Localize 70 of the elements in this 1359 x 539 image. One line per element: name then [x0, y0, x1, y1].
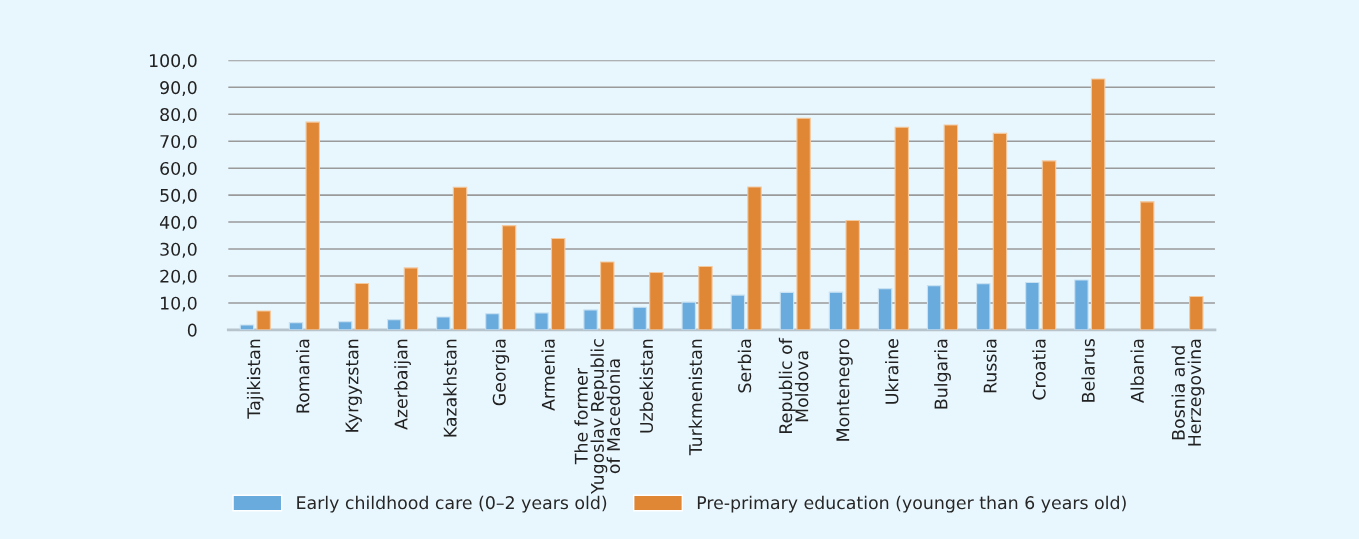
y-tick-label: 20,0 [160, 269, 197, 285]
y-tick-label: 50,0 [160, 188, 197, 204]
y-tick-label: 0 [187, 323, 197, 337]
bar [649, 271, 664, 330]
bar [1090, 78, 1106, 330]
x-tick-label: Turkmenistan [688, 339, 703, 456]
bar [305, 121, 320, 330]
bar [534, 312, 549, 330]
y-tick-label: 10,0 [161, 296, 197, 312]
bar [550, 237, 566, 330]
x-tick-label: Kyrgyzstan [345, 339, 362, 432]
x-tick-label: Republic of Moldova [778, 337, 809, 433]
bar [877, 288, 893, 330]
x-tick-label: Bosnia and Herzegovina [1171, 339, 1205, 446]
bar [730, 294, 746, 330]
bar [976, 283, 991, 330]
bar [354, 282, 370, 330]
x-tick-label: Armenia [541, 339, 555, 411]
bar [779, 291, 795, 330]
bar [501, 225, 517, 330]
bar [1189, 295, 1204, 330]
x-tick-label: Tajikistan [246, 339, 264, 419]
x-tick-label: Croatia [1032, 339, 1046, 400]
bar [796, 117, 811, 330]
x-tick-label: Uzbekistan [639, 339, 654, 433]
bar [926, 285, 942, 330]
y-tick-label: 80,0 [160, 107, 197, 123]
x-tick-label: Montenegro [836, 339, 853, 441]
x-tick-label: Russia [983, 339, 997, 393]
x-tick-label: Ukraine [885, 339, 899, 404]
bar [747, 186, 762, 330]
bar [894, 126, 910, 330]
x-tick-label: Azerbaijan [394, 339, 411, 430]
x-tick-label: Bulgaria [934, 339, 951, 409]
bar [845, 219, 860, 330]
bar [436, 316, 451, 330]
bar [239, 324, 255, 330]
bar [1025, 281, 1040, 330]
legend-label: Pre-primary education (younger than 6 years old) [697, 495, 1126, 513]
y-tick-label: 30,0 [160, 242, 197, 258]
x-tick-label: The former Yugoslav Republic of Macedonia [574, 339, 621, 494]
bar [337, 321, 353, 330]
bar [403, 267, 419, 330]
bar [632, 306, 647, 330]
y-tick-label: 100,0 [149, 54, 197, 69]
y-tick-label: 40,0 [159, 215, 197, 231]
bar [256, 310, 271, 330]
bar [1041, 160, 1057, 330]
y-tick-label: 70,0 [160, 134, 197, 150]
bar [600, 261, 615, 330]
bar [698, 265, 713, 330]
legend-label: Early childhood care (0–2 years old) [297, 495, 607, 513]
bar [1074, 279, 1089, 330]
y-tick-label: 90,0 [160, 81, 197, 96]
x-tick-label: Serbia [737, 339, 752, 393]
x-tick-label: Albania [1130, 339, 1144, 403]
x-tick-label: Romania [295, 339, 310, 413]
bar [485, 313, 500, 330]
bar [681, 301, 696, 330]
bar [452, 186, 468, 330]
bar [828, 291, 844, 330]
y-tick-label: 60,0 [160, 161, 197, 177]
x-tick-label: Belarus [1081, 339, 1095, 402]
x-tick-label: Kazakhstan [443, 339, 457, 437]
bar [386, 319, 402, 330]
bar [583, 309, 598, 330]
bar [992, 132, 1008, 330]
bar [1139, 201, 1155, 330]
bar [943, 124, 959, 330]
x-tick-label: Georgia [492, 339, 510, 406]
